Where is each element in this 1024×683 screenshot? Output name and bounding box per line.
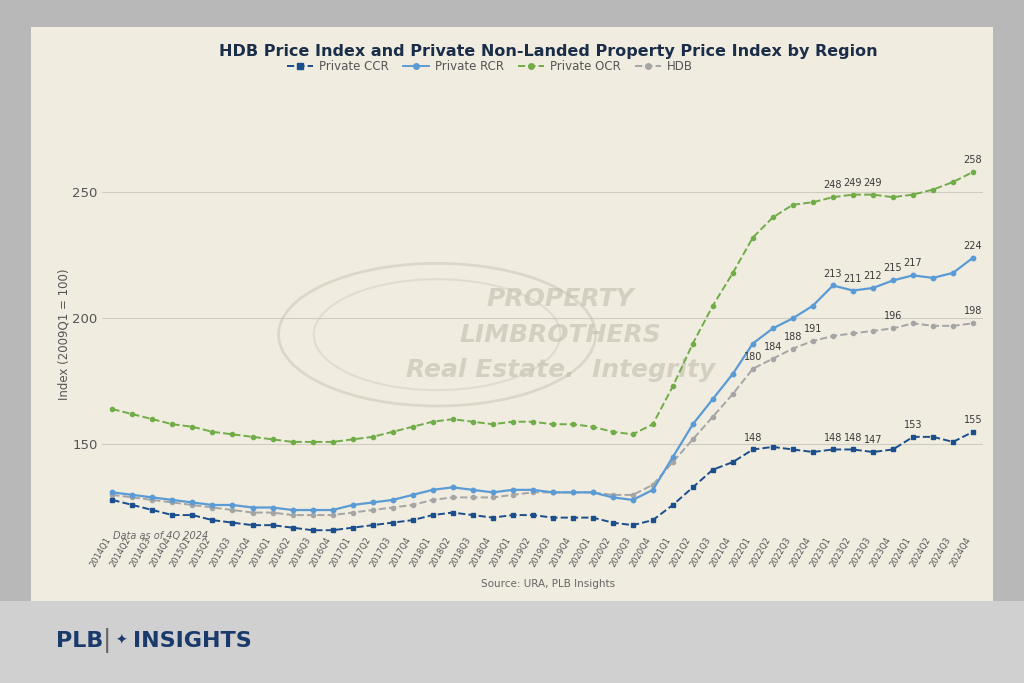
Text: 198: 198 bbox=[964, 307, 982, 316]
Text: 224: 224 bbox=[964, 241, 982, 251]
Text: 196: 196 bbox=[884, 311, 902, 322]
Text: 215: 215 bbox=[884, 264, 902, 273]
Text: Source: URA, PLB Insights: Source: URA, PLB Insights bbox=[481, 579, 614, 589]
Text: 148: 148 bbox=[743, 432, 762, 443]
Text: 188: 188 bbox=[783, 332, 802, 342]
Y-axis label: Index (2009Q1 = 100): Index (2009Q1 = 100) bbox=[57, 269, 71, 400]
Text: |: | bbox=[103, 628, 112, 653]
Text: 249: 249 bbox=[844, 178, 862, 188]
Text: PLB: PLB bbox=[56, 630, 103, 651]
Text: Data as of 4Q 2024: Data as of 4Q 2024 bbox=[113, 531, 208, 541]
Text: 248: 248 bbox=[823, 180, 842, 190]
Text: 217: 217 bbox=[903, 258, 923, 268]
Text: INSIGHTS: INSIGHTS bbox=[133, 630, 252, 651]
Text: 148: 148 bbox=[844, 432, 862, 443]
Text: 180: 180 bbox=[743, 352, 762, 362]
Text: 147: 147 bbox=[863, 435, 883, 445]
Text: 155: 155 bbox=[964, 415, 982, 425]
Text: 184: 184 bbox=[764, 342, 782, 352]
Text: 258: 258 bbox=[964, 155, 982, 165]
Text: 191: 191 bbox=[804, 324, 822, 334]
Text: 153: 153 bbox=[904, 420, 923, 430]
Text: HDB Price Index and Private Non-Landed Property Price Index by Region: HDB Price Index and Private Non-Landed P… bbox=[218, 44, 878, 59]
Text: ✦: ✦ bbox=[115, 634, 127, 647]
Text: 212: 212 bbox=[863, 271, 883, 281]
Text: 148: 148 bbox=[823, 432, 842, 443]
Text: 249: 249 bbox=[863, 178, 883, 188]
Text: 211: 211 bbox=[844, 274, 862, 283]
Text: 213: 213 bbox=[823, 268, 842, 279]
Legend: Private CCR, Private RCR, Private OCR, HDB: Private CCR, Private RCR, Private OCR, H… bbox=[283, 55, 697, 78]
Text: PROPERTY
LIMBROTHERS
Real Estate.  Integrity: PROPERTY LIMBROTHERS Real Estate. Integr… bbox=[406, 288, 715, 382]
